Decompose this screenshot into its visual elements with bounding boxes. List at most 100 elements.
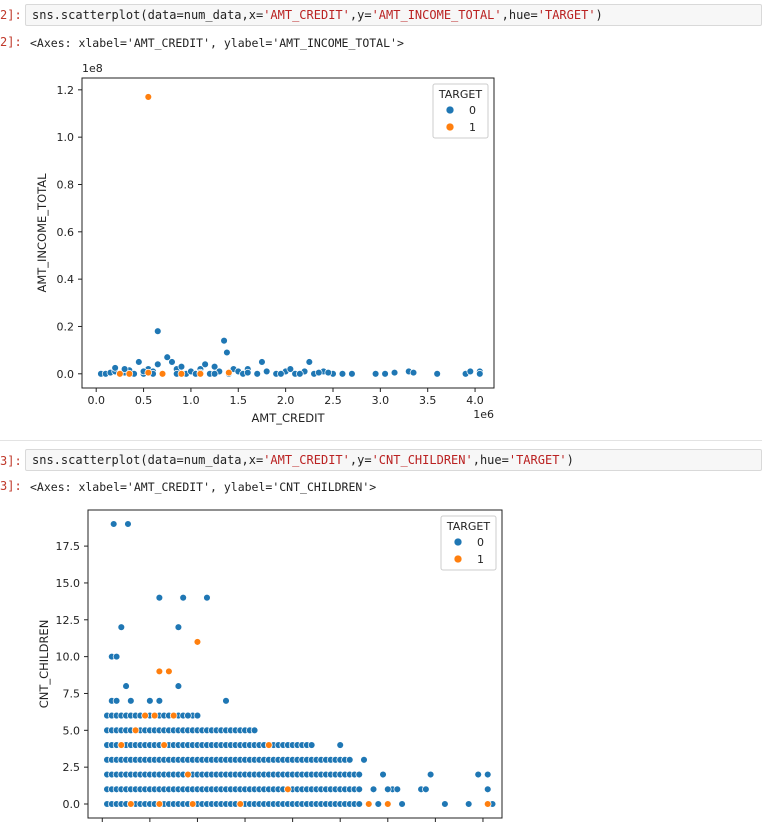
cell-divider	[0, 440, 762, 441]
data-point-target-1	[160, 741, 168, 749]
data-point-target-0	[124, 520, 132, 528]
data-point-target-0	[393, 785, 402, 794]
data-point-target-1	[150, 711, 159, 720]
data-point-target-1	[169, 711, 178, 720]
x-axis-label: AMT_CREDIT	[251, 411, 325, 425]
x-tick-label: 0.0	[87, 394, 105, 407]
legend-entry-label: 0	[477, 536, 484, 549]
y-tick-label: 15.0	[56, 577, 81, 590]
data-point-target-1	[125, 370, 134, 378]
data-point-target-0	[355, 785, 363, 794]
code-input[interactable]: sns.scatterplot(data=num_data,x='AMT_CRE…	[25, 4, 762, 26]
data-point-target-0	[483, 785, 492, 794]
code-string-token: 'AMT_INCOME_TOTAL'	[371, 8, 502, 22]
y-tick-label: 10.0	[56, 651, 81, 664]
data-point-target-0	[122, 682, 130, 690]
y-tick-label: 5.0	[63, 724, 81, 737]
legend-entry-label: 0	[469, 104, 476, 117]
data-point-target-0	[286, 365, 295, 373]
data-point-target-1	[193, 638, 202, 646]
data-point-target-0	[111, 364, 119, 372]
x-tick-label: 4.0	[466, 394, 484, 407]
code-input[interactable]: sns.scatterplot(data=num_data,x='AMT_CRE…	[25, 449, 762, 471]
data-point-target-0	[120, 365, 129, 373]
code-string-token: 'TARGET'	[508, 453, 567, 467]
data-point-target-1	[284, 785, 292, 794]
code-token: ,y=	[349, 453, 372, 467]
scatter-plot-children: 0.0 2.5 5.0 7.5 10.0 12.5 15.0 17.5 CNT_CHILDREN…	[37, 509, 503, 822]
data-point-target-1	[131, 726, 140, 735]
data-point-target-0	[379, 770, 387, 779]
legend: TARGET 0 1	[440, 515, 497, 571]
data-point-target-0	[360, 756, 368, 764]
data-point-target-0	[296, 370, 304, 378]
data-point-target-0	[220, 336, 228, 345]
legend-title: TARGET	[446, 520, 491, 533]
code-string-token: 'CNT_CHILDREN'	[371, 453, 473, 467]
data-point-target-0	[426, 770, 435, 779]
input-prompt: 3]:	[0, 454, 22, 468]
notebook-cell-1: 2]: sns.scatterplot(data=num_data,x='AMT…	[0, 4, 762, 425]
data-point-target-0	[390, 368, 399, 377]
data-point-target-0	[348, 370, 356, 378]
data-point-target-1	[165, 667, 173, 676]
data-point-target-0	[474, 770, 482, 779]
data-point-target-0	[355, 770, 363, 779]
legend-marker	[445, 122, 455, 132]
data-point-target-0	[243, 368, 252, 377]
data-point-target-1	[116, 370, 124, 378]
y-tick-label: 1.0	[57, 131, 75, 144]
data-point-target-0	[336, 741, 344, 749]
legend-entry-label: 1	[469, 121, 476, 134]
code-token: ,hue=	[501, 8, 538, 22]
data-point-target-1	[236, 800, 245, 808]
data-point-target-0	[422, 785, 430, 794]
legend-marker	[453, 554, 463, 564]
data-point-target-1	[196, 370, 205, 378]
data-point-target-0	[163, 353, 171, 361]
data-point-target-0	[155, 593, 164, 602]
data-point-target-0	[184, 711, 192, 720]
scatter-plot-income: 0.0 0.5 1.0 1.5 2.0 2.5 3.0 3.5 4.0 0.0 0.2 0.4 0.6 0…	[35, 62, 495, 425]
code-token: )	[566, 453, 574, 467]
y-tick-label: 1.2	[57, 84, 75, 97]
data-point-target-1	[483, 800, 492, 808]
plot-frame	[87, 509, 503, 819]
data-point-target-1	[117, 741, 126, 749]
data-point-target-1	[144, 368, 153, 377]
data-point-target-0	[174, 682, 183, 690]
legend: TARGET 0 1	[432, 83, 489, 139]
x-tick-label: 3.5	[419, 394, 437, 407]
data-point-target-1	[365, 800, 373, 808]
y-tick-label: 0.2	[57, 320, 75, 333]
data-point-target-1	[144, 93, 153, 101]
data-point-target-1	[265, 741, 273, 749]
data-point-target-1	[141, 711, 149, 720]
x-tick-label: 2.0	[277, 394, 295, 407]
data-point-target-1	[225, 368, 233, 377]
data-point-target-0	[154, 327, 162, 335]
data-point-target-0	[355, 800, 363, 808]
data-point-target-0	[146, 697, 154, 705]
x-offset-label: 1e6	[473, 408, 494, 421]
data-point-target-0	[441, 800, 449, 808]
legend-marker	[453, 537, 463, 547]
data-point-target-0	[398, 800, 406, 808]
data-point-target-0	[127, 697, 135, 705]
data-point-target-0	[374, 800, 383, 808]
data-point-target-0	[203, 593, 211, 602]
x-tick-label: 2.5	[324, 394, 342, 407]
y-offset-label: 1e8	[82, 62, 103, 75]
code-token: )	[595, 8, 603, 22]
data-point-target-0	[109, 520, 118, 528]
data-point-target-0	[179, 593, 187, 602]
data-point-target-1	[188, 800, 197, 808]
data-point-target-0	[201, 360, 209, 369]
legend-marker	[445, 105, 455, 115]
output-text: <Axes: xlabel='AMT_CREDIT', ylabel='AMT_…	[30, 36, 404, 50]
y-tick-label: 2.5	[63, 761, 81, 774]
data-point-target-0	[409, 368, 418, 377]
data-point-target-0	[210, 370, 219, 378]
data-point-target-1	[177, 370, 186, 378]
legend-entry-label: 1	[477, 553, 484, 566]
